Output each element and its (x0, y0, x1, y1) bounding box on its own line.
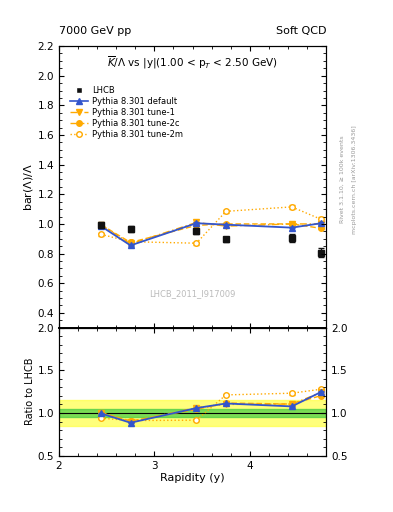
Text: mcplots.cern.ch [arXiv:1306.3436]: mcplots.cern.ch [arXiv:1306.3436] (352, 125, 357, 233)
Text: 7000 GeV pp: 7000 GeV pp (59, 26, 131, 36)
Y-axis label: bar($\Lambda$)/$\Lambda$: bar($\Lambda$)/$\Lambda$ (22, 163, 35, 211)
Bar (59, 400, 326, 426)
Text: Soft QCD: Soft QCD (276, 26, 326, 36)
Text: $\overline{K}/\Lambda$ vs |y|(1.00 < p$_T$ < 2.50 GeV): $\overline{K}/\Lambda$ vs |y|(1.00 < p$_… (107, 55, 278, 71)
Y-axis label: Ratio to LHCB: Ratio to LHCB (25, 358, 35, 425)
Bar (59, 409, 326, 417)
Text: LHCB_2011_I917009: LHCB_2011_I917009 (149, 289, 236, 298)
Text: Rivet 3.1.10, ≥ 100k events: Rivet 3.1.10, ≥ 100k events (340, 135, 345, 223)
X-axis label: Rapidity (y): Rapidity (y) (160, 473, 225, 483)
Legend: LHCB, Pythia 8.301 default, Pythia 8.301 tune-1, Pythia 8.301 tune-2c, Pythia 8.: LHCB, Pythia 8.301 default, Pythia 8.301… (68, 84, 184, 141)
